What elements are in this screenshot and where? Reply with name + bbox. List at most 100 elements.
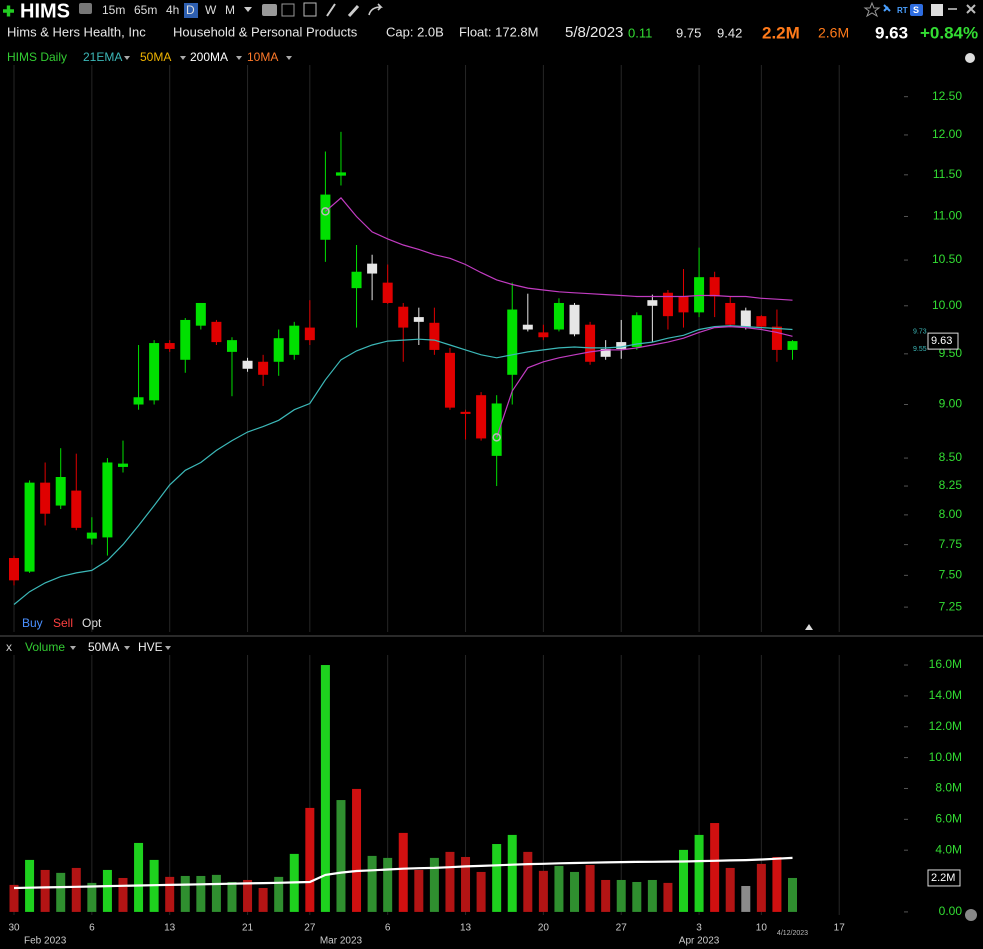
y-tick-label: 10.50	[932, 252, 962, 266]
pen-icon[interactable]	[347, 4, 360, 18]
tool-icon[interactable]	[281, 3, 295, 17]
badge-box[interactable]	[910, 4, 923, 16]
indicator-bar: HIMS Daily 21EMA 50MA 200MA 10MA	[7, 50, 292, 64]
candle-body	[258, 361, 269, 375]
candle-body	[102, 462, 113, 538]
candle-body	[647, 300, 658, 306]
rt-icon[interactable]	[883, 4, 891, 12]
volume-bar	[601, 879, 611, 912]
line-value-label: 9.73	[913, 328, 927, 335]
symbol[interactable]: HIMS	[20, 0, 70, 22]
buy-button[interactable]: Buy	[22, 616, 43, 630]
candle-body	[429, 322, 440, 350]
interval-button[interactable]: 15m	[102, 3, 125, 17]
volume-bar	[336, 800, 346, 912]
interval-button[interactable]: D	[186, 3, 195, 17]
volume-bar	[647, 879, 657, 912]
quote-date: 5/8/2023	[565, 24, 623, 41]
float: Float: 172.8M	[459, 24, 539, 39]
volume-bar	[211, 874, 221, 912]
badge[interactable]: S	[913, 5, 919, 15]
interval-button[interactable]: M	[225, 3, 235, 17]
chart-title: HIMS Daily	[7, 50, 67, 64]
y-tick-label: 10.00	[932, 298, 962, 312]
symbol-icon[interactable]	[79, 3, 92, 14]
dropdown-arrow[interactable]	[70, 646, 76, 650]
x-tick-label: 6	[89, 923, 95, 934]
last-price-label: 9.63	[931, 335, 952, 347]
minimize-icon[interactable]	[948, 8, 957, 10]
volume-label: Volume	[25, 640, 65, 654]
volume-bar	[429, 857, 439, 912]
volume-bar	[616, 879, 626, 912]
volume-bar	[788, 877, 797, 912]
interval-button[interactable]: 4h	[166, 3, 179, 17]
draw-icon[interactable]	[326, 3, 336, 17]
y-tick-label: 9.00	[939, 397, 963, 411]
dropdown-arrow[interactable]	[165, 646, 171, 650]
volume-bar	[414, 869, 424, 912]
candle-body	[507, 309, 518, 375]
palette-icon[interactable]	[965, 53, 975, 63]
indicator-line	[13, 325, 793, 605]
market-cap: Cap: 2.0B	[386, 24, 444, 39]
volume-bar	[367, 855, 377, 912]
candle-body	[709, 277, 720, 297]
x-tick-label: 13	[164, 923, 176, 934]
close-icon[interactable]	[966, 4, 976, 14]
x-tick-label: 13	[460, 923, 472, 934]
star-icon[interactable]	[863, 1, 881, 18]
volume-bar	[118, 877, 128, 912]
settings-icon[interactable]	[965, 909, 977, 921]
volume-bar	[632, 881, 642, 912]
dropdown-arrow[interactable]	[124, 56, 130, 60]
candle-body	[71, 490, 82, 528]
volume-bar	[507, 834, 517, 912]
y-tick-label: 14.0M	[929, 688, 962, 702]
volume-bar	[679, 849, 689, 912]
tool-icon[interactable]	[262, 4, 277, 16]
volume-bar	[710, 823, 720, 912]
active-interval[interactable]	[184, 3, 198, 18]
avg-volume: 2.6M	[818, 25, 849, 41]
interval-button[interactable]: W	[205, 3, 217, 17]
candle-body	[382, 282, 393, 303]
month-label: Feb 2023	[24, 936, 67, 947]
high: 9.75	[676, 25, 701, 40]
candle-body	[335, 172, 346, 176]
candle-body	[771, 326, 782, 350]
tool-icon[interactable]	[303, 2, 317, 17]
low: 9.42	[717, 25, 742, 40]
add-icon[interactable]	[3, 5, 14, 17]
volume-bar	[663, 882, 673, 912]
y-tick-label: 8.00	[939, 507, 963, 521]
company-name: Hims & Hers Health, Inc	[7, 24, 146, 39]
dropdown-arrow[interactable]	[236, 56, 242, 60]
volume-bar	[476, 871, 486, 912]
candle-body	[164, 343, 175, 349]
volume-bar	[165, 876, 175, 912]
save-icon[interactable]	[931, 4, 943, 16]
volume-bar	[274, 876, 284, 912]
dropdown-arrow[interactable]	[124, 646, 130, 650]
anchor-marker	[492, 433, 501, 442]
legend-item: 10MA	[247, 50, 278, 64]
dropdown-arrow[interactable]	[286, 56, 292, 60]
badge[interactable]: RT	[897, 6, 908, 15]
dropdown-arrow[interactable]	[244, 7, 252, 12]
dropdown-arrow[interactable]	[180, 56, 186, 60]
share-icon[interactable]	[368, 3, 383, 16]
scroll-marker[interactable]	[805, 624, 813, 630]
sell-button[interactable]: Sell	[53, 616, 73, 630]
interval-bar: 15m 65m 4h D W M	[102, 3, 235, 18]
close-pane[interactable]: x	[6, 640, 12, 654]
candle-body	[195, 302, 206, 326]
volume-bar	[71, 867, 81, 912]
candle-body	[367, 263, 378, 274]
candle-body	[476, 395, 487, 439]
volume-bar	[9, 884, 19, 912]
interval-button[interactable]: 65m	[134, 3, 157, 17]
y-tick-label: 11.00	[933, 209, 962, 223]
candle-body	[149, 343, 160, 401]
